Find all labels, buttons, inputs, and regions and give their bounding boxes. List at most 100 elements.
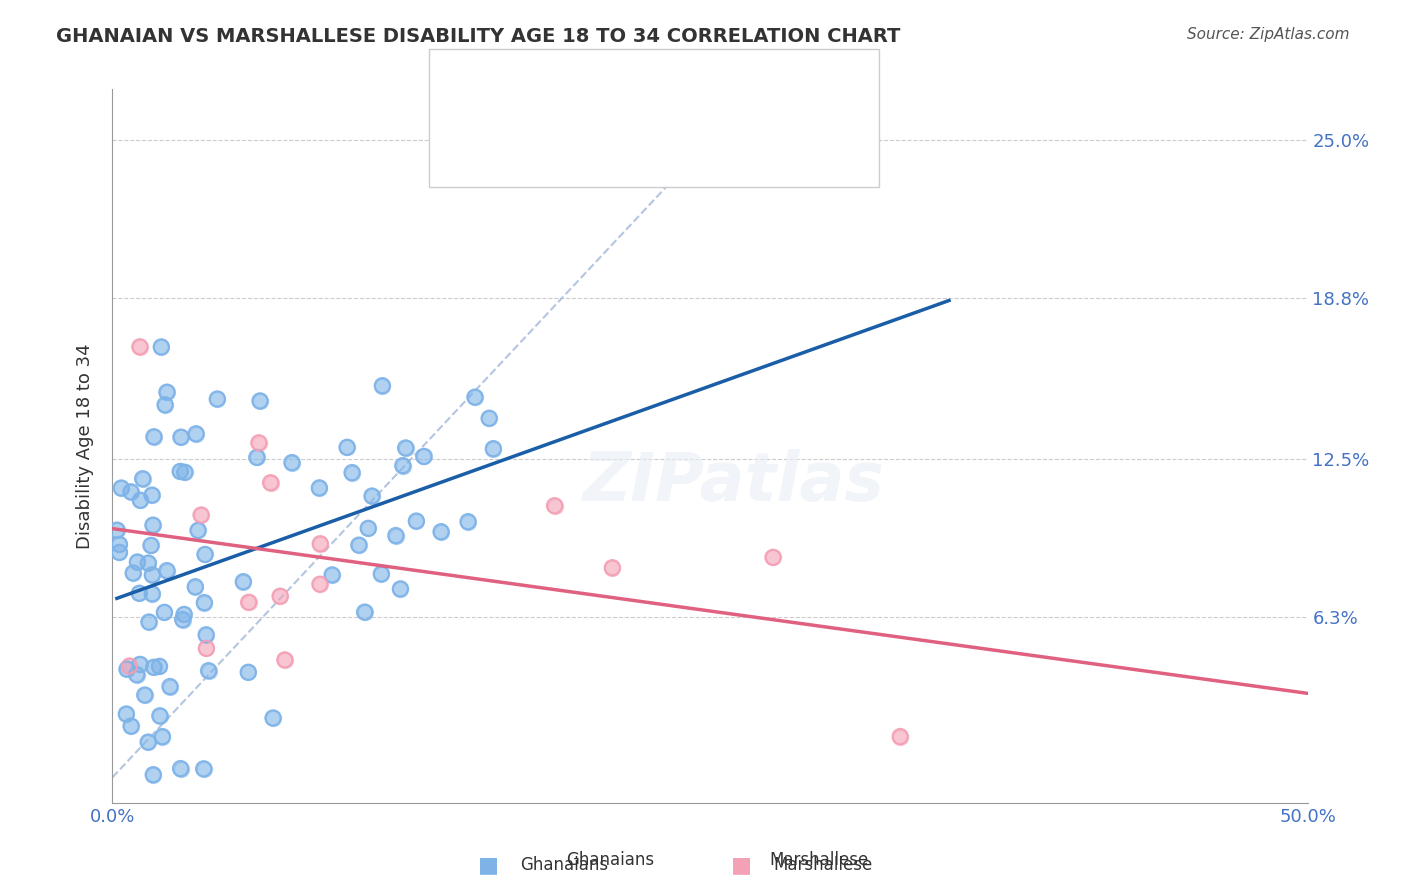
Point — [353, 605, 375, 619]
Point — [195, 641, 218, 656]
Text: Marshallese: Marshallese — [770, 851, 869, 869]
Point — [105, 523, 128, 537]
Point — [543, 499, 565, 513]
Point — [156, 385, 179, 400]
Point — [141, 587, 163, 601]
Point — [115, 706, 138, 721]
Point — [238, 665, 260, 680]
Point — [152, 730, 174, 744]
Point — [142, 660, 165, 674]
Point — [129, 493, 152, 508]
Point — [249, 393, 271, 408]
Point — [370, 566, 392, 581]
Point — [110, 481, 132, 495]
Point — [247, 435, 270, 450]
Point — [122, 566, 145, 580]
Point — [762, 550, 785, 565]
Point — [159, 680, 181, 694]
Point — [361, 489, 384, 503]
Point — [357, 521, 380, 535]
Point — [457, 515, 479, 529]
Point — [482, 442, 505, 456]
Point — [141, 488, 163, 502]
Point — [184, 426, 207, 441]
Point — [321, 567, 343, 582]
Point — [128, 340, 150, 354]
Y-axis label: Disability Age 18 to 34: Disability Age 18 to 34 — [76, 343, 94, 549]
Point — [105, 523, 128, 537]
Text: ■: ■ — [731, 855, 752, 875]
Point — [128, 340, 150, 354]
Point — [194, 548, 217, 562]
Point — [120, 484, 142, 499]
Point — [173, 466, 195, 480]
Point — [478, 411, 501, 425]
Text: ■: ■ — [478, 855, 499, 875]
Point — [170, 430, 193, 444]
Point — [347, 538, 370, 552]
Point — [128, 657, 150, 672]
Point — [148, 659, 170, 673]
Point — [193, 596, 215, 610]
Point — [232, 574, 254, 589]
Point — [142, 660, 165, 674]
Point — [412, 450, 434, 464]
Point — [125, 667, 148, 681]
Point — [142, 430, 165, 444]
Point — [309, 536, 332, 550]
Point — [246, 450, 269, 465]
Point — [115, 662, 138, 676]
Text: Ghanaians: Ghanaians — [520, 856, 609, 874]
Point — [347, 538, 370, 552]
Point — [172, 613, 194, 627]
Point — [131, 472, 153, 486]
Point — [159, 680, 181, 694]
Point — [184, 580, 207, 594]
Point — [193, 762, 215, 776]
Point — [195, 628, 218, 642]
Text: N =: N = — [605, 120, 652, 138]
Point — [259, 475, 281, 490]
Point — [118, 659, 141, 673]
Point — [246, 450, 269, 465]
Point — [412, 450, 434, 464]
Point — [125, 667, 148, 681]
Point — [391, 458, 413, 473]
Point — [197, 664, 219, 678]
Text: N =: N = — [605, 76, 652, 94]
Point — [394, 441, 416, 455]
Point — [150, 340, 173, 354]
Point — [394, 441, 416, 455]
Point — [127, 555, 149, 569]
Point — [193, 762, 215, 776]
Point — [262, 711, 284, 725]
Point — [142, 518, 165, 533]
Point — [361, 489, 384, 503]
Point — [120, 719, 142, 733]
Point — [131, 472, 153, 486]
Point — [169, 465, 191, 479]
Point — [207, 392, 229, 406]
Point — [602, 560, 624, 574]
Point — [108, 537, 131, 551]
Point — [134, 688, 156, 702]
Text: R =: R = — [488, 120, 524, 138]
Point — [309, 536, 332, 550]
Point — [187, 524, 209, 538]
Point — [108, 545, 131, 559]
Point — [156, 564, 179, 578]
Point — [129, 493, 152, 508]
Point — [274, 653, 297, 667]
Point — [141, 567, 163, 582]
Point — [308, 481, 330, 495]
Text: 0.414: 0.414 — [534, 76, 582, 94]
Point — [142, 518, 165, 533]
Point — [136, 556, 159, 570]
Point — [195, 641, 218, 656]
Point — [149, 708, 172, 723]
Point — [370, 566, 392, 581]
Point — [405, 514, 427, 528]
Point — [232, 574, 254, 589]
Point — [274, 653, 297, 667]
Point — [269, 589, 291, 603]
